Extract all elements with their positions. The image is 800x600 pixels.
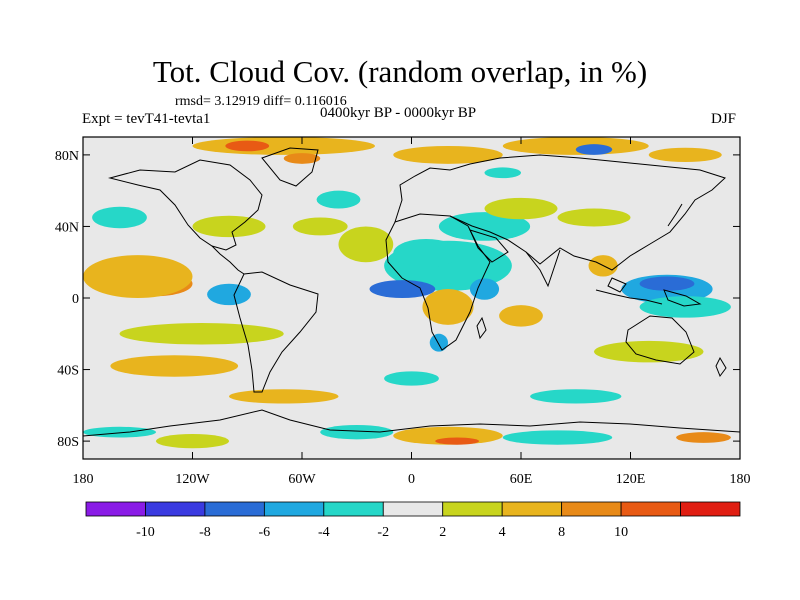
anomaly-blob xyxy=(92,206,147,229)
plot-title: Tot. Cloud Cov. (random overlap, in %) xyxy=(152,54,648,89)
anomaly-blob xyxy=(484,167,521,179)
colorbar-swatch xyxy=(85,501,146,517)
anomaly-blob xyxy=(338,226,394,263)
anomaly-blob xyxy=(435,437,480,445)
anomaly-blob xyxy=(438,212,531,241)
anomaly-blob xyxy=(110,355,239,377)
anomaly-blob xyxy=(502,430,613,445)
anomaly-blob xyxy=(119,323,284,345)
anomaly-blob xyxy=(316,190,361,209)
anomaly-blob xyxy=(320,425,394,440)
lon-tick-label: 120W xyxy=(175,472,210,487)
experiment-label: Expt = tevT41-tevta1 xyxy=(82,111,211,127)
anomaly-blob xyxy=(469,278,500,300)
anomaly-blob xyxy=(639,296,731,318)
period-label: 0400kyr BP - 0000kyr BP xyxy=(320,105,477,121)
lat-tick-label: 80N xyxy=(55,149,79,164)
anomaly-blob xyxy=(192,215,266,238)
anomaly-blob xyxy=(499,305,543,327)
colorbar-label: -4 xyxy=(318,525,330,540)
colorbar-label: 8 xyxy=(558,525,565,540)
stats-label: rmsd= 3.12919 diff= 0.116016 xyxy=(175,94,347,109)
anomaly-blob xyxy=(639,276,695,291)
anomaly-blob xyxy=(676,432,731,443)
coastlines xyxy=(83,147,740,437)
latitude-axis: 80N 40N 0 40S 80S xyxy=(55,149,740,450)
colorbar-swatch xyxy=(323,501,384,517)
anomaly-blob xyxy=(156,433,229,449)
anomaly-blob xyxy=(502,137,649,155)
colorbar-swatch xyxy=(501,501,563,517)
lon-tick-label: 120E xyxy=(616,472,646,487)
anomaly-blob xyxy=(369,280,436,298)
lat-tick-label: 40S xyxy=(57,364,79,379)
anomaly-blob xyxy=(557,208,631,227)
anomaly-blob xyxy=(83,255,193,298)
colorbar-label: 2 xyxy=(439,525,446,540)
colorbar-label: -2 xyxy=(377,525,389,540)
lat-tick-label: 80S xyxy=(57,435,79,450)
anomaly-blob xyxy=(393,238,459,268)
anomaly-blob xyxy=(384,371,439,386)
colorbar-label: -6 xyxy=(259,525,271,540)
lon-tick-label: 0 xyxy=(408,472,415,487)
anomaly-blob xyxy=(484,197,558,220)
anomaly-blob xyxy=(292,217,348,236)
anomaly-blob xyxy=(648,147,722,163)
anomaly-blob xyxy=(530,389,622,404)
season-label: DJF xyxy=(711,111,737,127)
colorbar-swatch xyxy=(382,501,444,517)
colorbar-swatch xyxy=(680,501,741,517)
longitude-axis: 180 120W 60W 0 60E 120E 180 xyxy=(73,137,751,487)
colorbar-swatch xyxy=(263,501,325,517)
colorbar: -10 -8 -6 -4 -2 2 4 8 10 xyxy=(85,501,741,540)
anomaly-blob xyxy=(192,137,375,155)
anomaly-blob xyxy=(207,283,251,306)
anomaly-blob xyxy=(422,289,474,325)
colorbar-label: 4 xyxy=(499,525,506,540)
colorbar-swatch xyxy=(145,501,206,517)
colorbar-swatch xyxy=(204,501,265,517)
lon-tick-label: 60E xyxy=(510,472,533,487)
colorbar-swatch xyxy=(620,501,681,517)
anomaly-blob xyxy=(283,153,321,164)
lon-tick-label: 60W xyxy=(288,472,316,487)
anomaly-blob xyxy=(594,340,704,363)
colorbar-swatch xyxy=(561,501,622,517)
lon-tick-label: 180 xyxy=(73,472,94,487)
anomaly-blob xyxy=(225,140,270,152)
anomaly-field xyxy=(83,137,731,449)
colorbar-label: 10 xyxy=(614,525,628,540)
lat-tick-label: 0 xyxy=(72,292,79,307)
anomaly-blob xyxy=(393,145,503,164)
colorbar-label: -8 xyxy=(199,525,211,540)
anomaly-blob xyxy=(429,333,448,352)
lat-tick-label: 40N xyxy=(55,220,79,235)
colorbar-label: -10 xyxy=(136,525,155,540)
colorbar-swatch xyxy=(442,501,503,517)
anomaly-blob xyxy=(575,144,613,155)
anomaly-blob xyxy=(83,426,156,438)
anomaly-blob xyxy=(229,389,339,404)
lon-tick-label: 180 xyxy=(730,472,751,487)
